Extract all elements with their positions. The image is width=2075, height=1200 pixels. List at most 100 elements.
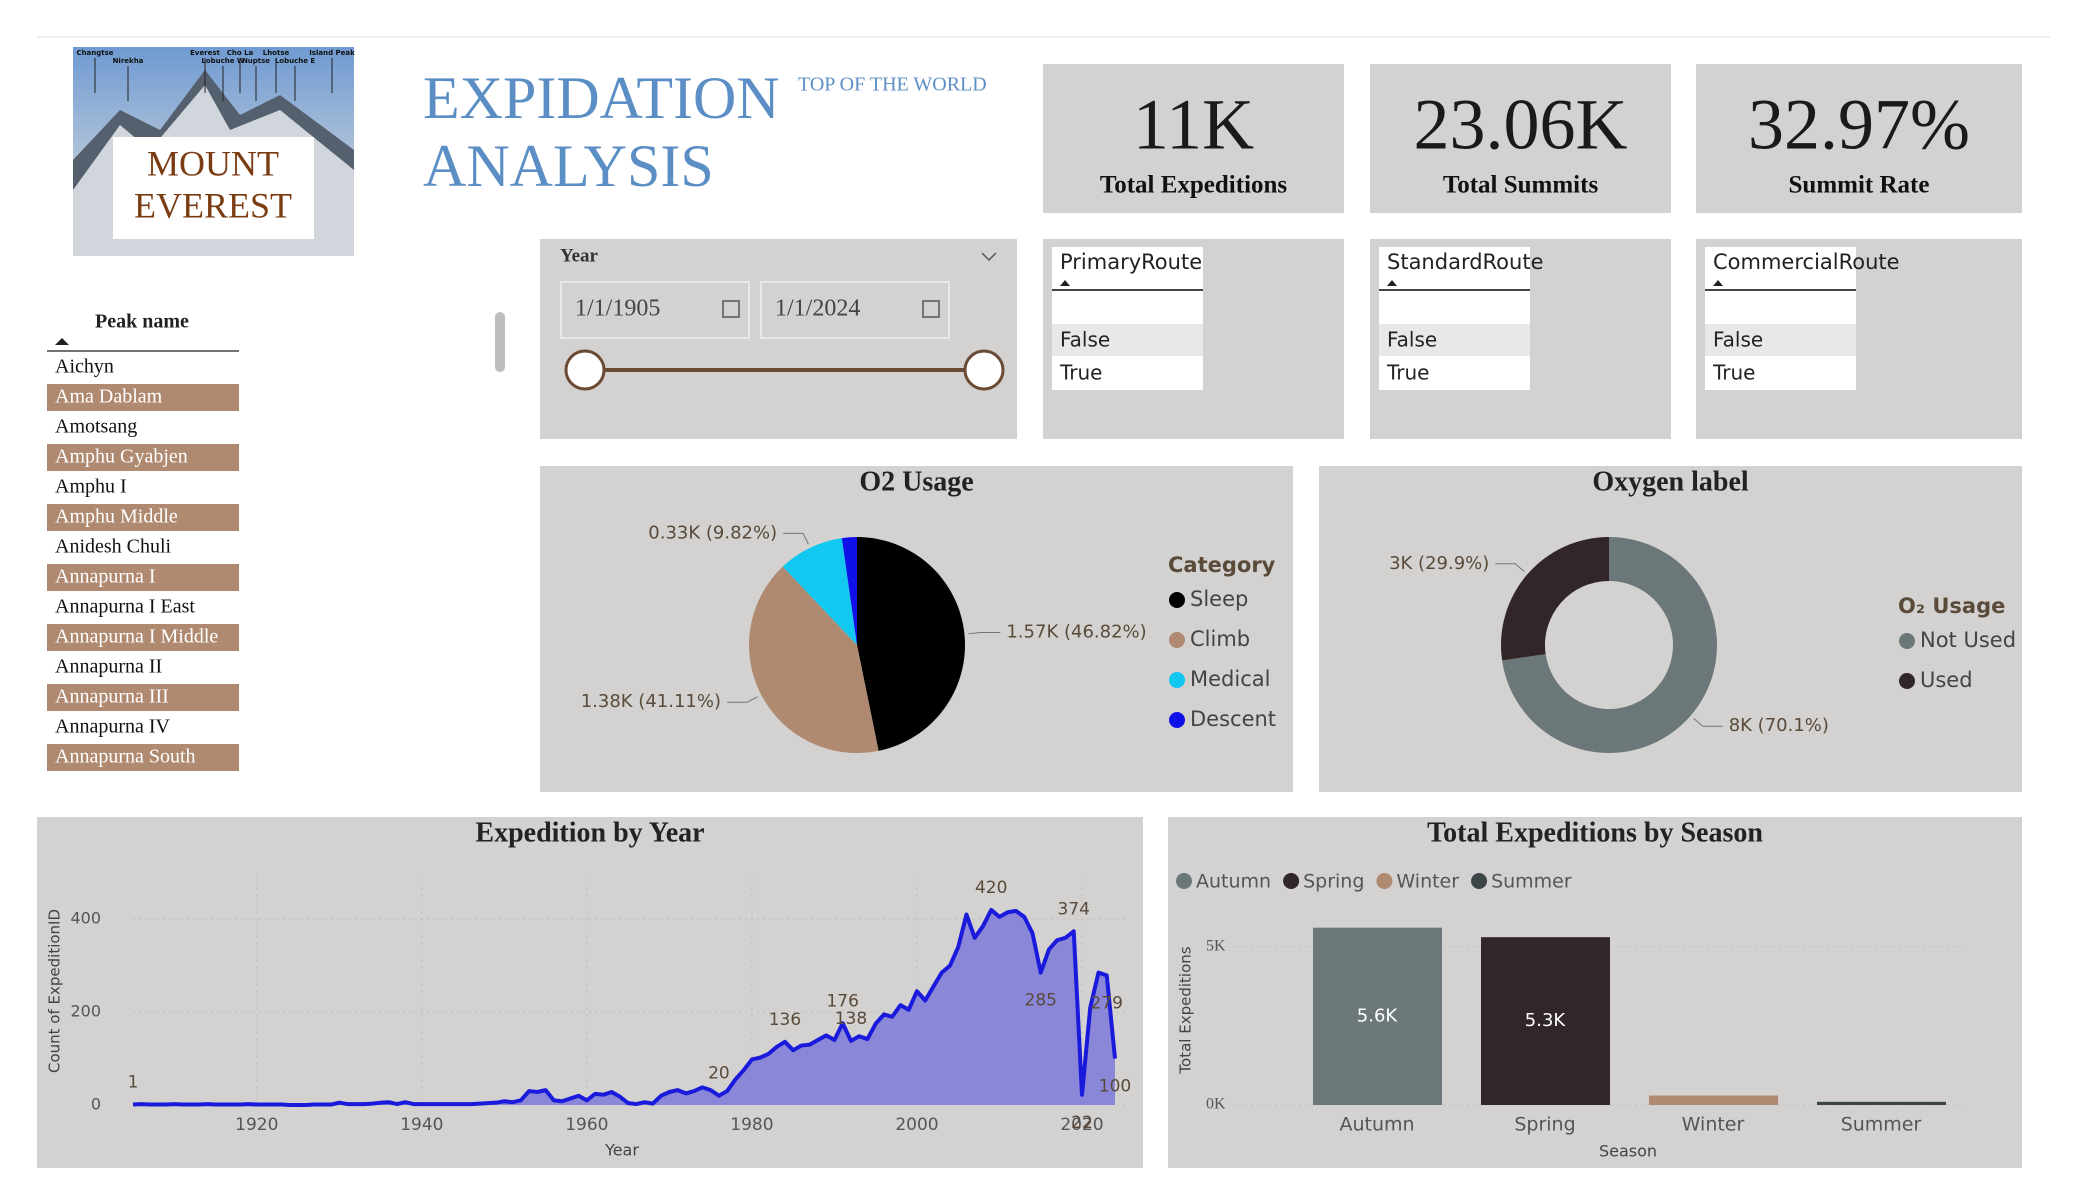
route-option-row[interactable] — [1379, 324, 1530, 356]
peak-row-selected[interactable] — [47, 564, 239, 591]
peak-item[interactable]: Annapurna South — [55, 746, 196, 768]
route-option[interactable]: False — [1387, 328, 1437, 352]
data-label: 3K (29.9%) — [1389, 553, 1489, 574]
kpi-card — [1696, 64, 2022, 213]
logo-label: Lobuche E — [275, 57, 316, 65]
page-title: EXPIDATION — [423, 65, 780, 131]
y-tick-label: 200 — [70, 1002, 101, 1021]
date-input[interactable] — [760, 281, 950, 339]
peak-item[interactable]: Amphu Middle — [55, 506, 178, 528]
peak-item[interactable]: Amphu I — [55, 476, 127, 498]
slice — [749, 566, 879, 753]
logo-label: Cho La — [227, 49, 254, 57]
data-label: 20 — [708, 1064, 730, 1084]
legend-label[interactable]: Spring — [1303, 871, 1364, 893]
bar[interactable] — [1313, 927, 1442, 1105]
legend-label[interactable]: Climb — [1190, 627, 1250, 651]
legend-label[interactable]: Sleep — [1190, 587, 1248, 611]
legend-label[interactable]: Used — [1920, 668, 1973, 692]
route-option-row[interactable] — [1052, 324, 1203, 356]
peak-item[interactable]: Ama Dablam — [55, 386, 163, 408]
peak-row-selected[interactable] — [47, 624, 239, 651]
route-option[interactable]: True — [1712, 361, 1755, 385]
date-text: 1/1/2024 — [775, 296, 860, 322]
legend-label[interactable]: Summer — [1491, 871, 1572, 893]
legend-swatch[interactable] — [1283, 873, 1300, 889]
route-option-row[interactable] — [1379, 357, 1530, 389]
leader-line — [783, 532, 809, 545]
logo-label: Island Peak — [309, 49, 355, 57]
legend-swatch[interactable] — [1176, 873, 1192, 889]
y-tick-label: 0 — [91, 1095, 101, 1114]
scrollbar[interactable] — [495, 312, 505, 372]
route-option-row[interactable] — [1705, 357, 1856, 389]
legend-swatch[interactable] — [1899, 673, 1915, 689]
bar[interactable] — [1817, 1101, 1946, 1105]
peak-item[interactable]: Annapurna II — [55, 656, 162, 678]
dropdown-chevron[interactable] — [981, 252, 997, 262]
x-tick-label: Summer — [1841, 1114, 1922, 1136]
route-option-row[interactable] — [1052, 357, 1203, 389]
legend-label[interactable]: Descent — [1190, 707, 1276, 731]
route-option-row[interactable] — [1705, 324, 1856, 356]
peak-item[interactable]: Annapurna IV — [55, 716, 171, 738]
legend-swatch[interactable] — [1169, 712, 1185, 728]
peak-item[interactable]: Amphu Gyabjen — [55, 446, 188, 468]
peak-item[interactable]: Amotsang — [55, 416, 137, 438]
peak-row-selected[interactable] — [47, 684, 239, 711]
data-label: 279 — [1091, 993, 1123, 1013]
peak-row-selected[interactable] — [47, 504, 239, 531]
calendar-icon[interactable] — [922, 300, 940, 318]
legend-label[interactable]: Medical — [1190, 667, 1270, 691]
x-tick-label: 1980 — [730, 1115, 773, 1135]
bar[interactable] — [1481, 937, 1610, 1105]
route-option[interactable]: False — [1060, 328, 1110, 352]
data-label: 8K (70.1%) — [1729, 715, 1829, 736]
x-tick-label: 1940 — [400, 1115, 443, 1135]
calendar-icon[interactable] — [722, 300, 740, 318]
peak-item[interactable]: Aichyn — [55, 356, 114, 378]
legend-label[interactable]: Not Used — [1920, 628, 2016, 652]
route-slicer-title: CommercialRoute — [1713, 250, 1900, 274]
peak-item[interactable]: Annapurna I Middle — [55, 626, 218, 648]
peak-item[interactable]: Annapurna I — [55, 566, 156, 588]
legend-swatch[interactable] — [1169, 592, 1185, 608]
peak-item[interactable]: Anidesh Chuli — [55, 536, 172, 558]
area — [133, 909, 1115, 1105]
chart-title: O2 Usage — [859, 466, 973, 497]
y-tick-label: 5K — [1206, 937, 1226, 954]
legend-title: O₂ Usage — [1898, 594, 2005, 618]
legend-swatch[interactable] — [1899, 633, 1915, 649]
date-input[interactable] — [560, 281, 750, 339]
kpi-value: 23.06K — [1414, 85, 1628, 165]
legend-label[interactable]: Autumn — [1196, 871, 1271, 893]
legend-swatch[interactable] — [1471, 873, 1488, 889]
kpi-value: 11K — [1133, 85, 1254, 165]
slice — [782, 538, 857, 645]
legend-label[interactable]: Winter — [1396, 871, 1459, 893]
peak-item[interactable]: Annapurna I East — [55, 596, 195, 618]
peak-row-selected[interactable] — [47, 444, 239, 471]
sort-indicator — [1713, 280, 1723, 286]
legend-swatch[interactable] — [1376, 873, 1393, 889]
line — [132, 907, 1117, 1107]
year-slicer-title: Year — [560, 245, 599, 266]
route-option[interactable]: True — [1386, 361, 1429, 385]
slider-handle[interactable] — [564, 349, 606, 391]
chart-title: Expedition by Year — [475, 817, 704, 848]
logo-label: Everest — [190, 49, 220, 57]
legend-swatch[interactable] — [1169, 672, 1185, 688]
data-label: 5.6K — [1357, 1005, 1399, 1026]
route-option[interactable]: True — [1059, 361, 1102, 385]
peak-row-selected[interactable] — [47, 744, 239, 771]
slider-handle[interactable] — [963, 349, 1005, 391]
peak-row-selected[interactable] — [47, 384, 239, 411]
bar[interactable] — [1649, 1095, 1778, 1106]
route-slicer-title: StandardRoute — [1387, 250, 1544, 274]
peak-item[interactable]: Annapurna III — [55, 686, 169, 708]
legend-swatch[interactable] — [1169, 632, 1185, 648]
y-axis-title: Count of ExpeditionID — [46, 909, 64, 1073]
route-option[interactable]: False — [1713, 328, 1763, 352]
